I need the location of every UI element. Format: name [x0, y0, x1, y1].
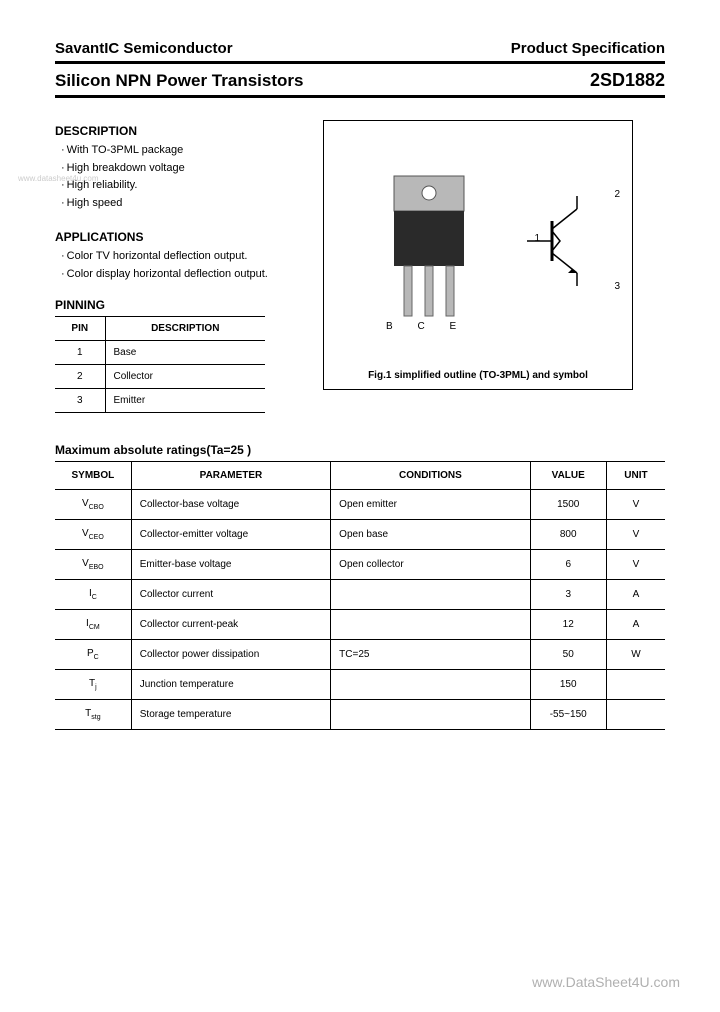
value-cell: 800 [530, 519, 606, 549]
symbol-cell: PC [55, 639, 131, 669]
symbol-cell: VEBO [55, 549, 131, 579]
value-cell: 1500 [530, 489, 606, 519]
ratings-col-header: SYMBOL [55, 461, 131, 489]
table-row: 1 Base [55, 340, 265, 364]
param-cell: Junction temperature [131, 669, 330, 699]
product-type: Silicon NPN Power Transistors [55, 71, 303, 91]
symbol-pin-2: 2 [614, 189, 620, 200]
table-row: 2 Collector [55, 364, 265, 388]
unit-cell: V [606, 519, 665, 549]
pinning-title: PINNING [55, 298, 305, 312]
cond-cell: Open emitter [331, 489, 530, 519]
param-cell: Collector current [131, 579, 330, 609]
spec-label: Product Specification [511, 40, 665, 57]
table-row: TjJunction temperature 150 [55, 669, 665, 699]
table-row: PCCollector power dissipationTC=25 50W [55, 639, 665, 669]
applications-list: Color TV horizontal deflection output. C… [61, 248, 305, 283]
ratings-title: Maximum absolute ratings(Ta=25 ) [55, 443, 665, 457]
pin-col-header: DESCRIPTION [105, 316, 265, 340]
figure-caption: Fig.1 simplified outline (TO-3PML) and s… [324, 370, 632, 381]
value-cell: 150 [530, 669, 606, 699]
value-cell: -55~150 [530, 699, 606, 729]
applications-title: APPLICATIONS [55, 230, 305, 244]
table-row: VEBOEmitter-base voltageOpen collector6V [55, 549, 665, 579]
unit-cell: A [606, 609, 665, 639]
pin-letters: B C E [386, 321, 467, 332]
ratings-col-header: UNIT [606, 461, 665, 489]
param-cell: Emitter-base voltage [131, 549, 330, 579]
cond-cell: Open base [331, 519, 530, 549]
symbol-pin-3: 3 [614, 281, 620, 292]
unit-cell: V [606, 549, 665, 579]
app-item: Color TV horizontal deflection output. [61, 248, 305, 266]
symbol-cell: VCEO [55, 519, 131, 549]
symbol-cell: ICM [55, 609, 131, 639]
top-header: SavantIC Semiconductor Product Specifica… [55, 40, 665, 64]
desc-item: With TO-3PML package [61, 142, 305, 160]
table-row: ICMCollector current-peak 12A [55, 609, 665, 639]
value-cell: 6 [530, 549, 606, 579]
cond-cell [331, 699, 530, 729]
table-row: TstgStorage temperature -55~150 [55, 699, 665, 729]
ratings-table: SYMBOL PARAMETER CONDITIONS VALUE UNIT V… [55, 461, 665, 730]
table-row: 3 Emitter [55, 388, 265, 412]
pin-col-header: PIN [55, 316, 105, 340]
part-number: 2SD1882 [590, 70, 665, 91]
watermark-bottom: www.DataSheet4U.com [532, 974, 680, 990]
figure-box: B C E 2 1 3 Fig.1 simplified outline (TO… [323, 120, 633, 390]
param-cell: Collector-base voltage [131, 489, 330, 519]
company-name: SavantIC Semiconductor [55, 40, 233, 57]
param-cell: Collector power dissipation [131, 639, 330, 669]
ratings-col-header: CONDITIONS [331, 461, 530, 489]
desc-item: High speed [61, 195, 305, 213]
symbol-cell: Tj [55, 669, 131, 699]
unit-cell [606, 699, 665, 729]
sub-header: Silicon NPN Power Transistors 2SD1882 [55, 70, 665, 98]
unit-cell [606, 669, 665, 699]
pinning-table: PIN DESCRIPTION 1 Base 2 Collector 3 Emi… [55, 316, 265, 413]
value-cell: 12 [530, 609, 606, 639]
symbol-cell: IC [55, 579, 131, 609]
ratings-col-header: PARAMETER [131, 461, 330, 489]
param-cell: Collector current-peak [131, 609, 330, 639]
cond-cell [331, 609, 530, 639]
description-title: DESCRIPTION [55, 124, 305, 138]
symbol-cell: Tstg [55, 699, 131, 729]
value-cell: 3 [530, 579, 606, 609]
watermark-top: www.datasheet4u.com [18, 174, 99, 183]
app-item: Color display horizontal deflection outp… [61, 266, 305, 284]
symbol-cell: VCBO [55, 489, 131, 519]
value-cell: 50 [530, 639, 606, 669]
table-row: ICCollector current 3A [55, 579, 665, 609]
ratings-col-header: VALUE [530, 461, 606, 489]
table-row: VCBOCollector-base voltageOpen emitter15… [55, 489, 665, 519]
symbol-pin-1: 1 [534, 233, 540, 244]
param-cell: Storage temperature [131, 699, 330, 729]
param-cell: Collector-emitter voltage [131, 519, 330, 549]
unit-cell: V [606, 489, 665, 519]
cond-cell [331, 579, 530, 609]
cond-cell: TC=25 [331, 639, 530, 669]
transistor-package-icon [384, 171, 474, 321]
table-row: VCEOCollector-emitter voltageOpen base80… [55, 519, 665, 549]
unit-cell: W [606, 639, 665, 669]
unit-cell: A [606, 579, 665, 609]
cond-cell: Open collector [331, 549, 530, 579]
cond-cell [331, 669, 530, 699]
